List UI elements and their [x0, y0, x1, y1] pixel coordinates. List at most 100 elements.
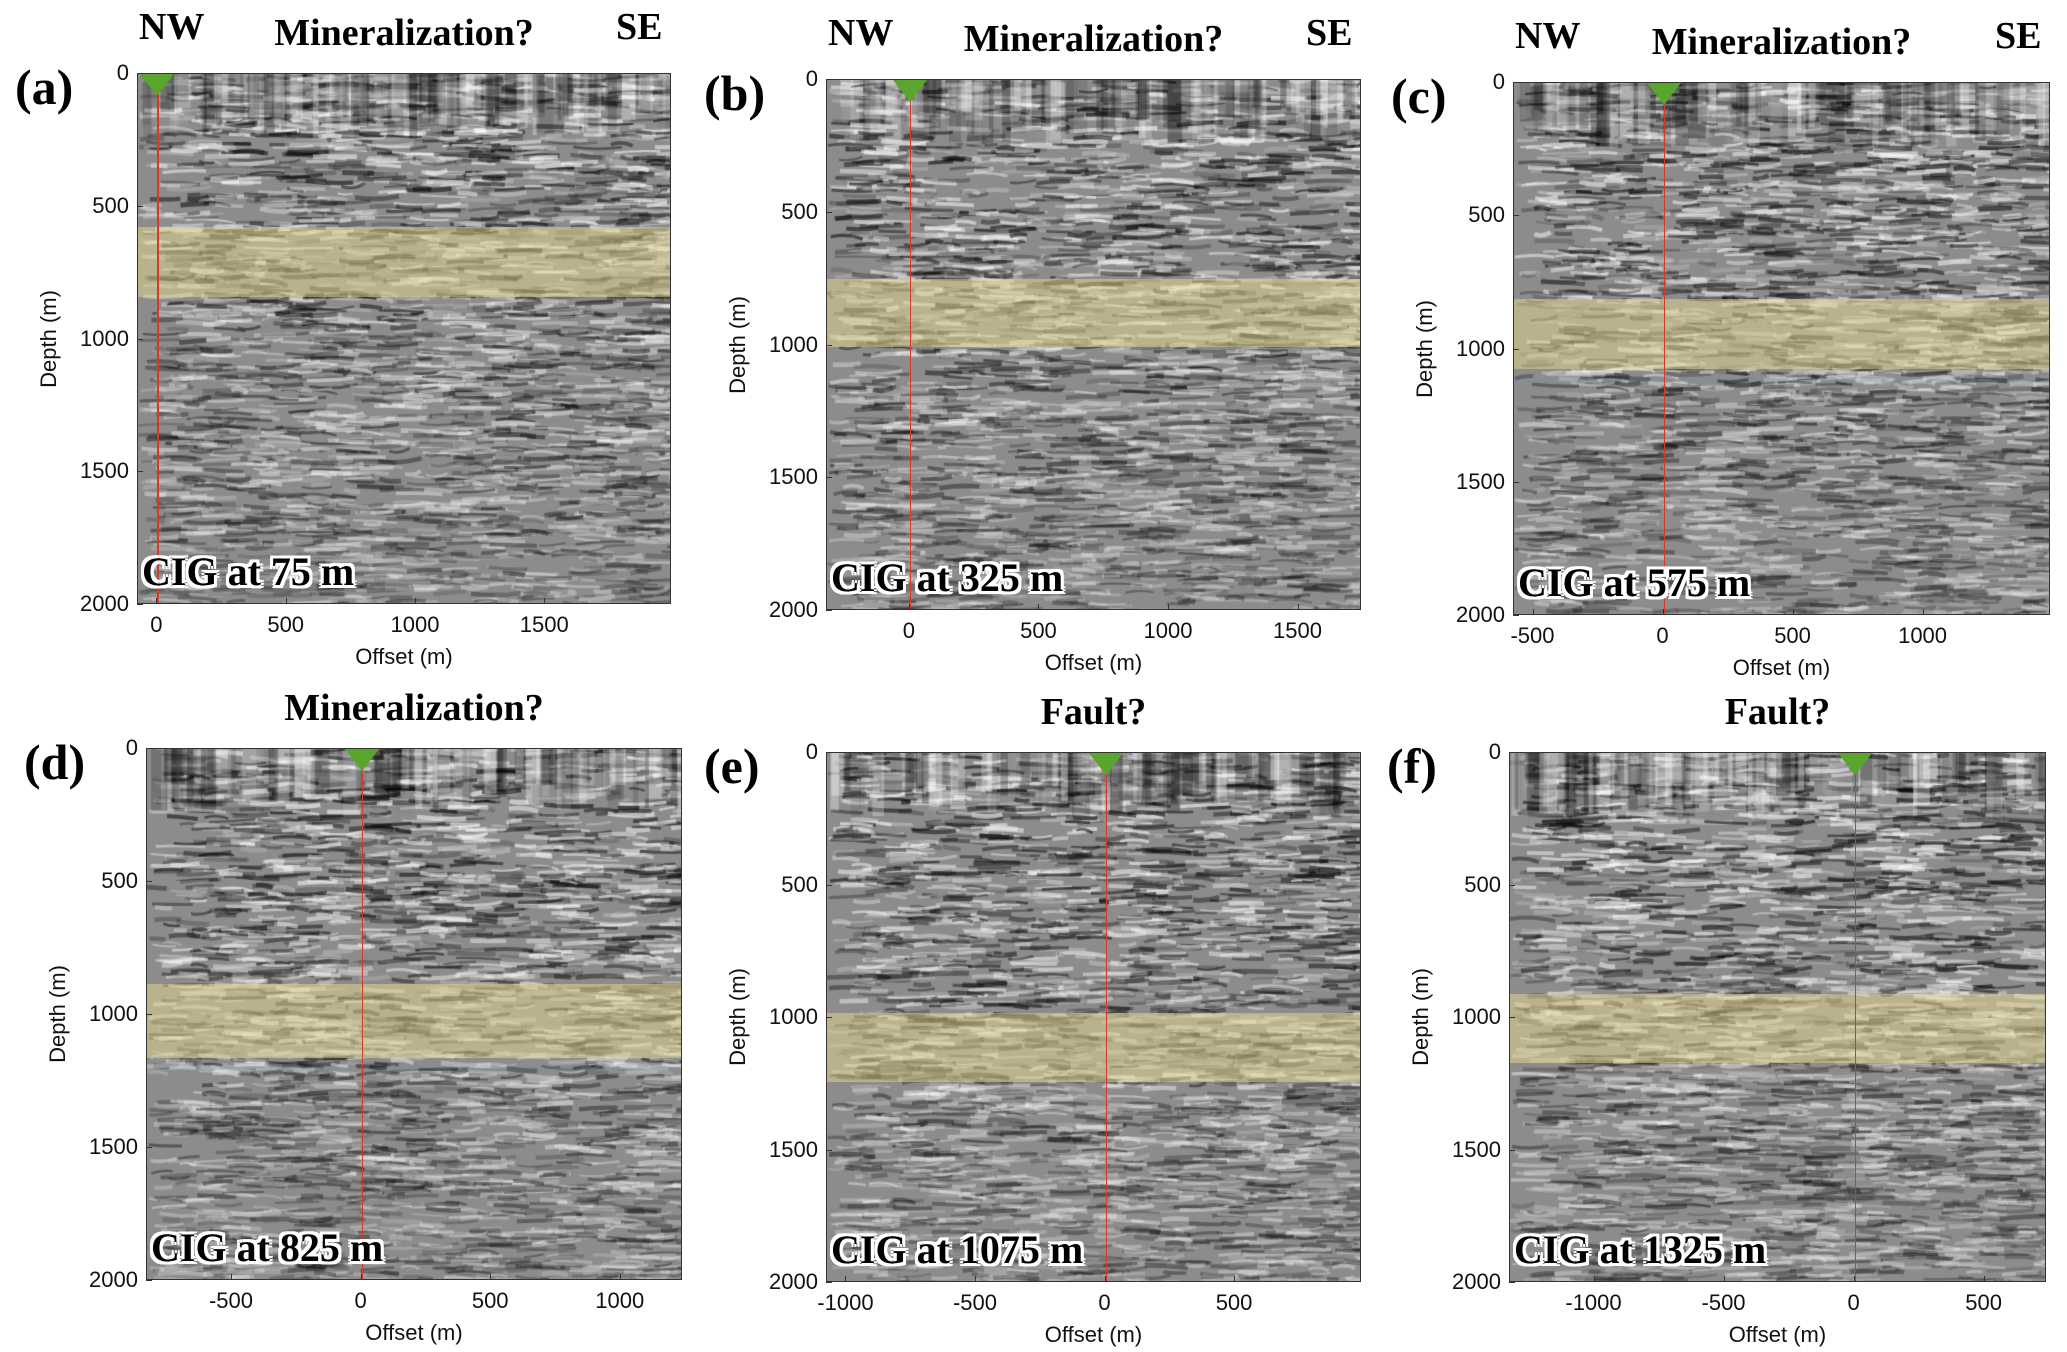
- panel-letter: (d): [24, 734, 86, 790]
- y-tick-label: 0: [805, 739, 818, 764]
- x-tick-label: 1000: [595, 1288, 645, 1313]
- panel-title: Fault?: [1040, 691, 1147, 733]
- y-tick-label: 1000: [769, 331, 818, 357]
- highlight-band: [1510, 994, 2045, 1064]
- y-tick-label: 500: [781, 871, 818, 897]
- y-axis-label: Depth (m): [36, 289, 61, 388]
- x-tick-mark: [544, 598, 546, 604]
- x-tick-mark: [1234, 1276, 1236, 1282]
- x-tick-label: 0: [354, 1288, 367, 1313]
- cig-marker-triangle-icon: [1646, 83, 1681, 105]
- x-tick-mark: [1532, 609, 1534, 615]
- direction-label-nw: NW: [1515, 15, 1581, 57]
- y-tick-label: 1000: [1452, 1004, 1501, 1029]
- y-tick-label: 0: [125, 735, 138, 760]
- y-tick-mark: [1509, 752, 1515, 753]
- y-tick-mark: [1509, 1282, 1515, 1283]
- highlight-band: [1514, 298, 2049, 370]
- y-tick-label: 500: [92, 192, 129, 218]
- y-tick-mark: [826, 211, 832, 213]
- x-axis-label: Offset (m): [1044, 650, 1143, 675]
- seismic-texture: [138, 74, 670, 603]
- x-tick-label: 0: [1656, 623, 1669, 648]
- cig-marker-triangle-icon: [140, 74, 175, 96]
- seismic-image-plot: CIG at 75 m: [137, 73, 671, 604]
- x-tick-label: 500: [1215, 1290, 1253, 1315]
- cig-offset-line: [157, 74, 159, 603]
- panel-letter: (e): [704, 738, 760, 794]
- x-tick-label: 1000: [1143, 618, 1193, 643]
- highlight-band: [138, 226, 670, 297]
- y-tick-label: 1500: [1452, 1136, 1501, 1162]
- y-tick-mark: [826, 1282, 832, 1283]
- y-tick-mark: [826, 79, 832, 80]
- x-axis-label: Offset (m): [355, 644, 453, 669]
- x-tick-label: 0: [150, 612, 163, 637]
- cig-annotation: CIG at 825 m: [151, 1225, 384, 1270]
- y-tick-mark: [1509, 884, 1515, 886]
- x-tick-mark: [1038, 604, 1040, 610]
- x-tick-label: -500: [208, 1288, 254, 1313]
- cig-offset-line: [1854, 753, 1857, 1281]
- cig-annotation: CIG at 1325 m: [1514, 1227, 1767, 1272]
- cig-annotation: CIG at 1075 m: [831, 1227, 1084, 1272]
- seismic-image-plot: CIG at 325 m: [826, 79, 1361, 610]
- y-tick-label: 0: [1488, 739, 1501, 764]
- x-tick-mark: [619, 1274, 621, 1280]
- y-tick-mark: [1513, 615, 1519, 616]
- x-axis-label: Offset (m): [1732, 655, 1831, 680]
- direction-label-se: SE: [1306, 12, 1353, 54]
- panel-title: Mineralization?: [284, 687, 544, 729]
- x-axis-label: Offset (m): [365, 1320, 463, 1345]
- cig-marker-triangle-icon: [1837, 753, 1872, 775]
- y-tick-label: 0: [1492, 69, 1505, 94]
- x-tick-label: 0: [1847, 1290, 1860, 1315]
- cig-annotation: CIG at 75 m: [142, 549, 355, 594]
- x-tick-mark: [974, 1276, 976, 1282]
- y-tick-mark: [1513, 215, 1519, 217]
- y-tick-label: 2000: [80, 591, 129, 616]
- y-tick-mark: [146, 748, 152, 749]
- y-tick-label: 1500: [89, 1134, 138, 1159]
- y-tick-label: 0: [805, 66, 818, 91]
- panel-letter: (a): [15, 59, 74, 115]
- cig-marker-triangle-icon: [1088, 753, 1123, 775]
- x-tick-mark: [231, 1274, 232, 1280]
- y-tick-label: 1000: [769, 1004, 818, 1029]
- seismic-image-plot: CIG at 575 m: [1513, 82, 2050, 615]
- y-tick-mark: [826, 477, 832, 479]
- cig-marker-triangle-icon: [344, 749, 379, 771]
- y-tick-mark: [137, 604, 143, 605]
- x-tick-mark: [845, 1276, 847, 1282]
- y-tick-mark: [1509, 1017, 1515, 1018]
- y-tick-label: 500: [101, 868, 138, 893]
- x-tick-label: 0: [1098, 1290, 1111, 1315]
- y-tick-mark: [1509, 1149, 1515, 1151]
- y-tick-mark: [137, 73, 143, 74]
- x-tick-mark: [1104, 1276, 1106, 1282]
- x-tick-label: 500: [1020, 618, 1057, 643]
- x-tick-label: -1000: [1565, 1290, 1622, 1315]
- y-axis-label: Depth (m): [725, 968, 750, 1066]
- x-tick-label: 0: [902, 618, 916, 643]
- cig-offset-line: [1663, 83, 1666, 614]
- cig-offset-line: [909, 80, 912, 609]
- x-tick-label: 500: [267, 612, 305, 637]
- highlight-band: [827, 279, 1360, 347]
- x-tick-mark: [360, 1274, 362, 1280]
- y-tick-mark: [826, 1149, 832, 1151]
- cig-annotation: CIG at 575 m: [1518, 560, 1751, 605]
- panel-title: Mineralization?: [963, 18, 1224, 60]
- seismic-image-plot: CIG at 1325 m: [1509, 752, 2046, 1282]
- direction-label-se: SE: [1995, 15, 2042, 57]
- y-tick-mark: [826, 752, 832, 753]
- highlight-band: [827, 1012, 1360, 1082]
- y-tick-label: 2000: [89, 1267, 138, 1292]
- y-axis-label: Depth (m): [45, 965, 70, 1063]
- cig-offset-line: [361, 749, 364, 1279]
- x-tick-mark: [490, 1274, 492, 1280]
- x-tick-label: -500: [952, 1290, 997, 1315]
- y-axis-label: Depth (m): [1412, 299, 1437, 398]
- y-tick-mark: [1513, 348, 1519, 350]
